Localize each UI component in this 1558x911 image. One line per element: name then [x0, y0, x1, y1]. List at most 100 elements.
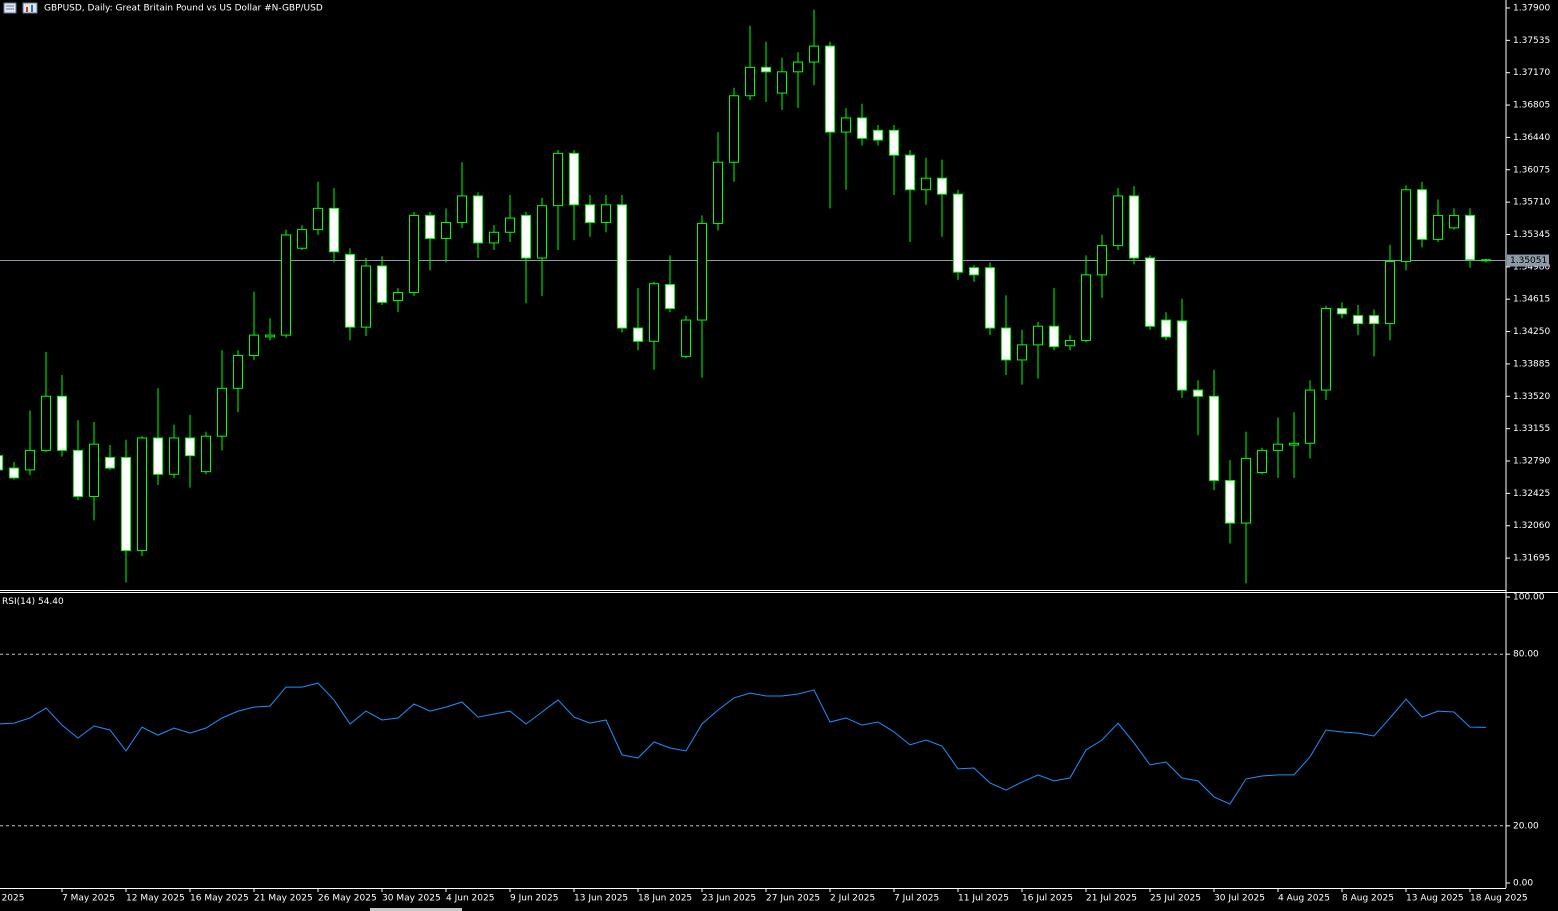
x-tick-label: 13 Aug 2025 — [1406, 894, 1464, 904]
candle-body — [729, 95, 739, 163]
candle-body — [1449, 214, 1459, 229]
x-tick-label: 18 Jun 2025 — [638, 894, 692, 904]
candle-body — [121, 456, 131, 552]
x-tick-label: 30 May 2025 — [382, 894, 441, 904]
candle-body — [585, 204, 595, 224]
candle-body — [201, 435, 211, 473]
x-tick-label: 8 Aug 2025 — [1342, 894, 1394, 904]
candle-body — [713, 161, 723, 224]
symbol-icons — [3, 2, 38, 14]
candle-body — [1369, 315, 1379, 325]
y-tick-label: 1.33885 — [1513, 359, 1550, 369]
rsi-title: RSI(14) 54.40 — [2, 597, 64, 607]
candle-body — [873, 129, 883, 141]
candle-body — [233, 355, 243, 389]
candle-body — [1465, 214, 1475, 261]
candle-body — [1353, 315, 1363, 325]
candle-body — [969, 267, 979, 276]
x-tick-label: 4 Aug 2025 — [1278, 894, 1330, 904]
candle-body — [265, 334, 275, 338]
candle-body — [937, 177, 947, 195]
candle-body — [921, 177, 931, 191]
candle-body — [1033, 325, 1043, 346]
y-tick-label: 1.36075 — [1513, 165, 1550, 175]
candle-body — [41, 395, 51, 451]
candle-body — [985, 267, 995, 329]
candle-body — [89, 443, 99, 497]
candle-body — [105, 456, 115, 469]
candle-body — [1177, 320, 1187, 391]
x-tick-label: 7 Jul 2025 — [894, 894, 939, 904]
candle-body — [1193, 389, 1203, 397]
candle-body — [489, 231, 499, 244]
candle-body — [1081, 274, 1091, 341]
candle-body — [1417, 189, 1427, 240]
candle-body — [505, 217, 515, 233]
x-tick-label: 7 May 2025 — [62, 894, 115, 904]
candle-body — [329, 207, 339, 253]
candle-body — [361, 265, 371, 328]
candle-body — [665, 284, 675, 310]
candle-body — [889, 129, 899, 156]
candle-body — [1289, 442, 1299, 446]
candle-body — [281, 234, 291, 336]
candle-body — [217, 387, 227, 437]
y-tick-label: 1.31695 — [1513, 554, 1550, 564]
candle-body — [681, 319, 691, 357]
candle-body — [9, 467, 19, 479]
candle-body — [1273, 443, 1283, 451]
scrollbar[interactable] — [370, 908, 462, 911]
x-tick-label: 4 Jun 2025 — [446, 894, 494, 904]
y-tick-label: 1.37170 — [1513, 68, 1550, 78]
candle-body — [617, 204, 627, 329]
candle-body — [521, 214, 531, 259]
candle-body — [393, 292, 403, 302]
x-tick-label: 2 Jul 2025 — [830, 894, 875, 904]
y-tick-label: 1.34615 — [1513, 295, 1550, 305]
candle-body — [1161, 319, 1171, 338]
candle-body — [1113, 195, 1123, 247]
candle-body — [1257, 449, 1267, 474]
candle-body — [57, 395, 67, 451]
x-tick-label: 26 May 2025 — [318, 894, 377, 904]
candle-body — [761, 66, 771, 73]
x-tick-label: 13 Jun 2025 — [574, 894, 628, 904]
candle-body — [793, 61, 803, 73]
candle-body — [569, 152, 579, 206]
y-tick-label: 1.37535 — [1513, 36, 1550, 46]
x-tick-label: 16 May 2025 — [190, 894, 249, 904]
candle-body — [825, 45, 835, 133]
candle-body — [857, 117, 867, 139]
y-tick-label: 1.32790 — [1513, 457, 1550, 467]
candle-body — [457, 195, 467, 224]
y-tick-label: 1.32425 — [1513, 489, 1550, 499]
candle-body — [73, 449, 83, 497]
candle-body — [25, 449, 35, 471]
candle-body — [153, 437, 163, 475]
x-tick-label: 18 Aug 2025 — [1470, 894, 1528, 904]
x-tick-label: 23 Jun 2025 — [702, 894, 756, 904]
candle-body — [0, 455, 3, 471]
candle-body — [1001, 327, 1011, 361]
candle-body — [1049, 325, 1059, 348]
candle-body — [537, 205, 547, 259]
candle-body — [697, 222, 707, 321]
candle-body — [249, 334, 259, 357]
candle-body — [137, 437, 147, 552]
x-tick-label: 21 Jul 2025 — [1086, 894, 1137, 904]
candle-body — [297, 229, 307, 249]
candle-body — [1209, 395, 1219, 482]
candle-body — [841, 117, 851, 133]
candle-body — [809, 45, 819, 63]
y-tick-label: 1.36805 — [1513, 101, 1550, 111]
rsi-last-value: 54.40 — [38, 597, 64, 607]
y-tick-label: 1.34980 — [1513, 262, 1550, 272]
y-tick-label: 1.32060 — [1513, 521, 1550, 531]
candle-body — [1241, 457, 1251, 524]
candle-body — [649, 283, 659, 342]
candle-body — [553, 152, 563, 207]
x-tick-label: 12 May 2025 — [126, 894, 185, 904]
y-tick-label: 1.34250 — [1513, 327, 1550, 337]
candle-body — [1385, 261, 1395, 325]
